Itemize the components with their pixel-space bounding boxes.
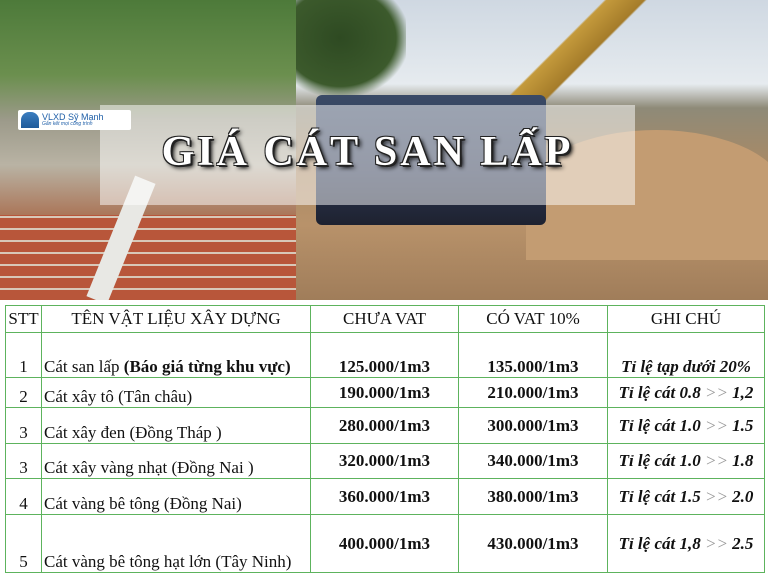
cell-note: Tỉ lệ cát 0.8 >> 1,2 xyxy=(607,377,765,408)
note-text: Tỉ lệ cát 1,8 xyxy=(618,533,705,553)
cell-stt: 4 xyxy=(5,478,42,515)
note-arrow: >> xyxy=(704,382,728,402)
note-text: Tỉ lệ cát 1.0 xyxy=(618,451,705,470)
header-stt: STT xyxy=(5,305,42,333)
cell-no-vat: 360.000/1m3 xyxy=(310,478,459,515)
excavator-arm xyxy=(496,0,656,110)
cell-stt: 3 xyxy=(5,443,42,479)
logo: VLXD Sỹ Mạnh Gắn kết mọi công trình xyxy=(18,110,131,130)
cell-name: Cát vàng bê tông hạt lớn (Tây Ninh) xyxy=(41,514,311,573)
note-end: 2.5 xyxy=(727,533,754,553)
page-title: GIÁ CÁT SAN LẤP xyxy=(161,129,574,175)
cell-vat: 300.000/1m3 xyxy=(458,407,608,444)
table-row: 4 Cát vàng bê tông (Đồng Nai) 360.000/1m… xyxy=(5,478,765,515)
note-text: Tỉ lệ cát 1.0 xyxy=(618,415,705,435)
name-bold: (Báo giá từng khu vực) xyxy=(123,357,291,376)
header-note: GHI CHÚ xyxy=(607,305,765,333)
table-row: 1 Cát san lấp (Báo giá từng khu vực) 125… xyxy=(5,332,765,378)
cell-vat: 340.000/1m3 xyxy=(458,443,608,479)
note-text: Tỉ lệ cát 0.8 xyxy=(618,382,705,402)
logo-name: VLXD Sỹ Mạnh xyxy=(42,112,104,122)
table-row: 3 Cát xây đen (Đồng Tháp ) 280.000/1m3 3… xyxy=(5,407,765,444)
cell-name: Cát xây tô (Tân châu) xyxy=(41,377,311,408)
cell-name: Cát san lấp (Báo giá từng khu vực) xyxy=(41,332,311,378)
tree xyxy=(296,0,406,95)
table-row: 3 Cát xây vàng nhạt (Đồng Nai ) 320.000/… xyxy=(5,443,765,479)
cell-vat: 430.000/1m3 xyxy=(458,514,608,573)
table-header-row: STT TÊN VẬT LIỆU XÂY DỰNG CHƯA VAT CÓ VA… xyxy=(5,305,765,333)
cell-no-vat: 280.000/1m3 xyxy=(310,407,459,444)
cell-name: Cát xây đen (Đồng Tháp ) xyxy=(41,407,311,444)
header-banner: GIÁ CÁT SAN LẤP VLXD Sỹ Mạnh Gắn kết mọi… xyxy=(0,0,768,300)
note-text: Tỉ lệ cát 1.5 xyxy=(618,486,705,506)
cell-stt: 5 xyxy=(5,514,42,573)
note-end: 1.8 xyxy=(727,451,754,470)
note-arrow: >> xyxy=(704,415,728,435)
cell-name: Cát vàng bê tông (Đồng Nai) xyxy=(41,478,311,515)
name-text: Cát san lấp xyxy=(44,357,124,376)
cell-note: Tỉ lệ tạp dưới 20% xyxy=(607,332,765,378)
cell-stt: 2 xyxy=(5,377,42,408)
title-band xyxy=(100,105,635,205)
cell-name: Cát xây vàng nhạt (Đồng Nai ) xyxy=(41,443,311,479)
cell-stt: 1 xyxy=(5,332,42,378)
cell-stt: 3 xyxy=(5,407,42,444)
header-no-vat: CHƯA VAT xyxy=(310,305,459,333)
note-arrow: >> xyxy=(704,486,728,506)
note-end: 1.5 xyxy=(727,415,754,435)
cell-no-vat: 320.000/1m3 xyxy=(310,443,459,479)
cell-no-vat: 400.000/1m3 xyxy=(310,514,459,573)
cell-note: Tỉ lệ cát 1.0 >> 1.8 xyxy=(607,443,765,479)
note-arrow: >> xyxy=(704,533,728,553)
building-logo-icon xyxy=(21,112,39,128)
cell-note: Tỉ lệ cát 1,8 >> 2.5 xyxy=(607,514,765,573)
cell-vat: 380.000/1m3 xyxy=(458,478,608,515)
cell-vat: 135.000/1m3 xyxy=(458,332,608,378)
brick-wall xyxy=(0,215,296,300)
note-end: 2.0 xyxy=(727,486,754,506)
cell-vat: 210.000/1m3 xyxy=(458,377,608,408)
header-vat: CÓ VAT 10% xyxy=(458,305,608,333)
cell-no-vat: 190.000/1m3 xyxy=(310,377,459,408)
note-end: 1,2 xyxy=(727,382,754,402)
table-row: 5 Cát vàng bê tông hạt lớn (Tây Ninh) 40… xyxy=(5,514,765,573)
logo-slogan: Gắn kết mọi công trình xyxy=(42,121,93,127)
table-row: 2 Cát xây tô (Tân châu) 190.000/1m3 210.… xyxy=(5,377,765,408)
header-name: TÊN VẬT LIỆU XÂY DỰNG xyxy=(41,305,311,333)
cell-no-vat: 125.000/1m3 xyxy=(310,332,459,378)
note-arrow: >> xyxy=(704,451,728,470)
price-table: STT TÊN VẬT LIỆU XÂY DỰNG CHƯA VAT CÓ VA… xyxy=(5,305,765,573)
cell-note: Tỉ lệ cát 1.5 >> 2.0 xyxy=(607,478,765,515)
cell-note: Tỉ lệ cát 1.0 >> 1.5 xyxy=(607,407,765,444)
